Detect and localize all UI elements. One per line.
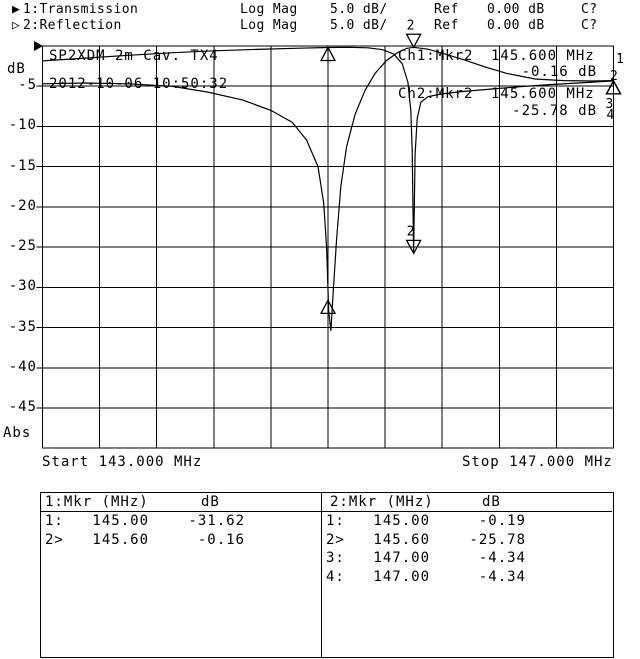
marker-value-cell: -0.19 — [478, 513, 526, 529]
marker-table-ch2: 2:Mkr (MHz) dB 1: 145.00 -0.19 2> 145.60 -25.… — [322, 492, 612, 656]
marker-table-ch1: 1:Mkr (MHz) dB 1: 145.00 -31.62 2> 145.60 -0.… — [41, 492, 321, 656]
channel1-cal-status: C? — [581, 2, 598, 17]
table-ch1-unit: dB — [201, 494, 220, 510]
channel2-pointer-icon: ▷ — [12, 18, 21, 33]
table-ch2-title: 2:Mkr (MHz) — [330, 494, 434, 510]
x-axis-stop-label: Stop 147.000 MHz — [462, 454, 613, 470]
marker-value-cell: -31.62 — [188, 513, 245, 529]
marker-number-cell: 1: — [326, 513, 345, 529]
y-axis-tick-label: -5 — [18, 77, 37, 94]
marker-table-divider — [321, 492, 322, 658]
channel1-ref-label: Ref — [434, 2, 459, 17]
channel1-pointer-icon: ▶ — [12, 2, 21, 17]
marker-number-cell: 4: — [326, 568, 345, 585]
y-axis-abs-label: Abs — [3, 425, 32, 441]
table-ch1-title: 1:Mkr (MHz) — [45, 494, 149, 510]
marker-frequency-cell: 145.60 — [92, 531, 149, 548]
marker-frequency-cell: 145.00 — [92, 513, 149, 529]
ch1-marker-readout-freq: 145.600 MHz — [491, 48, 595, 64]
marker-frequency-cell: 145.60 — [373, 531, 430, 548]
x-axis-start-label: Start 143.000 MHz — [42, 454, 203, 470]
marker-value-cell: -4.34 — [478, 550, 526, 566]
ch1-marker-readout-value: -0.16 dB — [521, 64, 597, 80]
y-axis-tick-label: -40 — [8, 358, 37, 375]
marker-number-cell: 2> — [326, 531, 345, 548]
channel1-format: Log Mag — [240, 2, 298, 17]
marker-frequency-cell: 145.00 — [373, 513, 430, 529]
y-axis-unit-label: dB — [7, 61, 26, 77]
channel1-ref-value: 0.00 dB — [487, 2, 545, 17]
marker-number-cell: 2> — [45, 531, 64, 548]
channel2-format: Log Mag — [240, 18, 298, 33]
marker-value-cell: -0.16 — [197, 531, 245, 548]
y-axis-tick-label: -35 — [8, 318, 37, 335]
channel1-scale: 5.0 dB/ — [330, 2, 388, 17]
channel1-label: 1:Transmission — [23, 2, 139, 17]
marker-value-cell: -25.78 — [469, 531, 526, 548]
sweep-title: SP2XDM 2m Cav. TX4 — [49, 48, 219, 64]
marker-value-cell: -4.34 — [478, 568, 526, 585]
sweep-datetime: 2012-10-06 10:50:32 — [49, 76, 229, 92]
table-ch2-header-rule — [322, 511, 612, 512]
ch2-marker-readout-freq: 145.600 MHz — [491, 86, 595, 102]
table-ch2-unit: dB — [482, 494, 501, 510]
marker-frequency-cell: 147.00 — [373, 568, 430, 585]
channel2-scale: 5.0 dB/ — [330, 18, 388, 33]
y-axis-tick-label: -10 — [8, 117, 37, 134]
marker-number-cell: 3: — [326, 550, 345, 566]
y-axis-tick-label: -15 — [8, 157, 37, 174]
y-axis-tick-label: -20 — [8, 197, 37, 214]
channel2-ref-label: Ref — [434, 18, 459, 33]
channel2-ref-value: 0.00 dB — [487, 18, 545, 33]
y-axis-tick-label: -25 — [8, 238, 37, 255]
channel2-label: 2:Reflection — [23, 18, 122, 33]
table-ch1-header-rule — [41, 511, 321, 512]
ch2-marker-readout-label: Ch2:Mkr2 — [398, 86, 474, 102]
y-axis-tick-label: -45 — [8, 398, 37, 415]
y-axis-tick-label: -30 — [8, 278, 37, 295]
channel2-cal-status: C? — [581, 18, 598, 33]
marker-number-cell: 1: — [45, 513, 64, 529]
marker-frequency-cell: 147.00 — [373, 550, 430, 566]
ch1-marker-readout-label: Ch1:Mkr2 — [398, 48, 474, 64]
marker-table-box — [40, 492, 614, 658]
ch2-marker-readout-value: -25.78 dB — [512, 103, 597, 119]
